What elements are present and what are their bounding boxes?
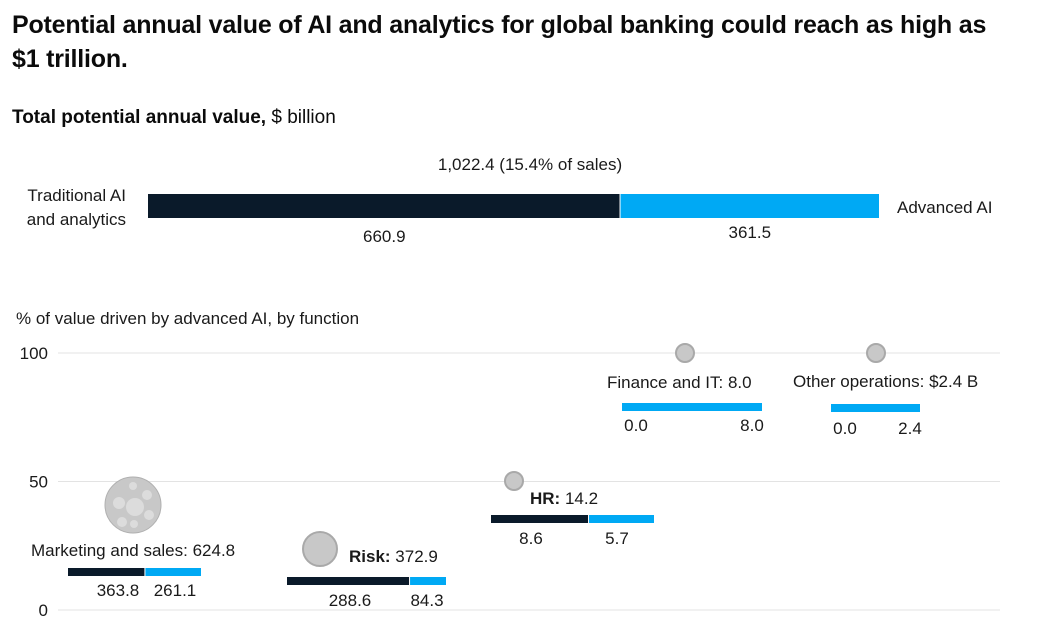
function-hr: HR: 14.2 8.6 5.7 — [491, 471, 654, 548]
total-value-label: 1,022.4 (15.4% of sales) — [438, 155, 622, 174]
subtitle-unit: $ billion — [266, 107, 336, 128]
value-traditional: 288.6 — [329, 591, 372, 610]
y-tick-100: 100 — [20, 344, 48, 363]
y-tick-0: 0 — [39, 601, 48, 620]
value-traditional: 8.6 — [519, 529, 543, 548]
subtitle-measure: Total potential annual value, — [12, 107, 267, 128]
bar-traditional-value-label: 660.9 — [363, 227, 406, 246]
value-advanced: 8.0 — [740, 416, 764, 435]
value-advanced: 261.1 — [154, 581, 197, 600]
function-finance-and-it: Finance and IT: 8.0 0.0 8.0 — [607, 343, 764, 435]
bubble-other-operations — [866, 343, 886, 363]
bubble-marketing-and-sales — [104, 476, 162, 534]
bar-advanced-segment — [620, 194, 879, 218]
value-advanced: 5.7 — [605, 529, 629, 548]
y-grid: 100 50 0 — [20, 344, 1000, 620]
bubble-inner — [113, 497, 125, 509]
segment-advanced — [145, 568, 201, 576]
legend-advanced-label: Advanced AI — [897, 198, 992, 217]
segment-advanced — [831, 404, 920, 412]
bar-traditional-segment — [148, 194, 620, 218]
y-axis-label: % of value driven by advanced AI, by fun… — [16, 309, 359, 328]
bubble-risk — [302, 531, 338, 567]
bubble-inner — [126, 498, 144, 516]
bubble-inner — [129, 482, 137, 490]
total-value-bar-chart: 1,022.4 (15.4% of sales) Traditional AI a… — [27, 155, 993, 246]
legend-traditional-label: Traditional AI and analytics — [27, 186, 126, 229]
chart-title: Potential annual value of AI and analyti… — [12, 11, 987, 73]
bubble-hr — [504, 471, 524, 491]
bubble-inner — [130, 520, 138, 528]
function-label: HR: 14.2 — [530, 489, 598, 508]
value-traditional: 363.8 — [97, 581, 140, 600]
value-advanced: 2.4 — [898, 419, 922, 438]
segment-advanced — [410, 577, 446, 585]
bar-advanced-value-label: 361.5 — [728, 223, 771, 242]
segment-advanced — [622, 403, 762, 411]
function-risk: Risk: 372.9 288.6 84.3 — [287, 531, 446, 610]
function-label: Risk: 372.9 — [349, 547, 438, 566]
y-tick-50: 50 — [29, 473, 48, 492]
segment-traditional — [68, 568, 145, 576]
bubble-finance-and-it — [675, 343, 695, 363]
function-label: Other operations: $2.4 B — [793, 372, 978, 391]
segment-traditional — [491, 515, 589, 523]
chart-subtitle: Total potential annual value, $ billion — [12, 106, 336, 130]
bubble-inner — [144, 510, 154, 520]
function-scatter-chart: % of value driven by advanced AI, by fun… — [16, 309, 1000, 620]
bubble-inner — [117, 517, 127, 527]
value-advanced: 84.3 — [410, 591, 443, 610]
function-label: Finance and IT: 8.0 — [607, 373, 752, 392]
function-other-operations: Other operations: $2.4 B 0.0 2.4 — [793, 343, 978, 438]
value-traditional: 0.0 — [833, 419, 857, 438]
function-label: Marketing and sales: 624.8 — [31, 541, 235, 560]
segment-traditional — [287, 577, 410, 585]
bubble-inner — [142, 490, 152, 500]
function-marketing-and-sales: Marketing and sales: 624.8 363.8 261.1 — [31, 476, 235, 600]
legend-traditional-line: and analytics — [27, 210, 126, 229]
legend-traditional-line: Traditional AI — [27, 186, 126, 205]
value-traditional: 0.0 — [624, 416, 648, 435]
segment-advanced — [589, 515, 654, 523]
